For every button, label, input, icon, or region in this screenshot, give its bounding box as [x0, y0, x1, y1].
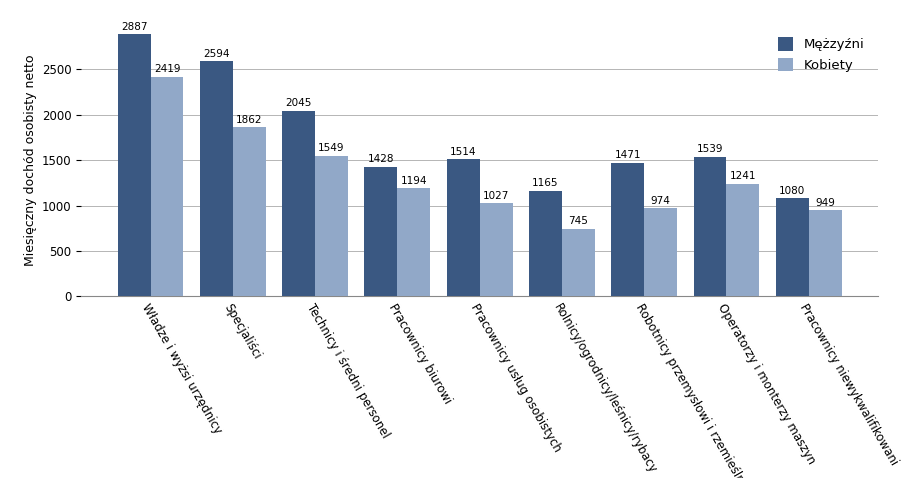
Bar: [282, 110, 315, 296]
Text: 1862: 1862: [236, 115, 262, 125]
Bar: [315, 156, 348, 296]
Bar: [480, 203, 512, 296]
Text: 974: 974: [651, 196, 671, 206]
Text: 1027: 1027: [483, 191, 510, 201]
Text: 2887: 2887: [121, 22, 148, 32]
Text: 1471: 1471: [614, 151, 641, 161]
Bar: [397, 188, 430, 296]
Text: 1241: 1241: [729, 172, 757, 181]
Bar: [118, 34, 150, 296]
Bar: [562, 228, 595, 296]
Bar: [365, 167, 397, 296]
Y-axis label: Miesięczny dochód osobisty netto: Miesięczny dochód osobisty netto: [24, 54, 36, 266]
Text: 2045: 2045: [285, 98, 312, 109]
Bar: [644, 208, 677, 296]
Text: 1514: 1514: [450, 147, 476, 157]
Bar: [447, 159, 480, 296]
Text: 1165: 1165: [532, 178, 558, 188]
Text: 1194: 1194: [401, 175, 427, 185]
Text: 949: 949: [815, 198, 835, 208]
Bar: [150, 76, 184, 296]
Legend: Mężzyźni, Kobiety: Mężzyźni, Kobiety: [771, 31, 872, 79]
Bar: [611, 163, 644, 296]
Bar: [727, 184, 759, 296]
Bar: [200, 61, 233, 296]
Bar: [693, 157, 727, 296]
Bar: [233, 127, 266, 296]
Text: 2419: 2419: [154, 65, 180, 75]
Text: 2594: 2594: [203, 48, 230, 58]
Text: 1549: 1549: [319, 143, 345, 153]
Text: 1080: 1080: [779, 186, 805, 196]
Bar: [776, 198, 809, 296]
Text: 745: 745: [568, 217, 588, 227]
Text: 1539: 1539: [697, 144, 723, 154]
Bar: [809, 210, 842, 296]
Text: 1428: 1428: [367, 154, 395, 164]
Bar: [529, 191, 562, 296]
